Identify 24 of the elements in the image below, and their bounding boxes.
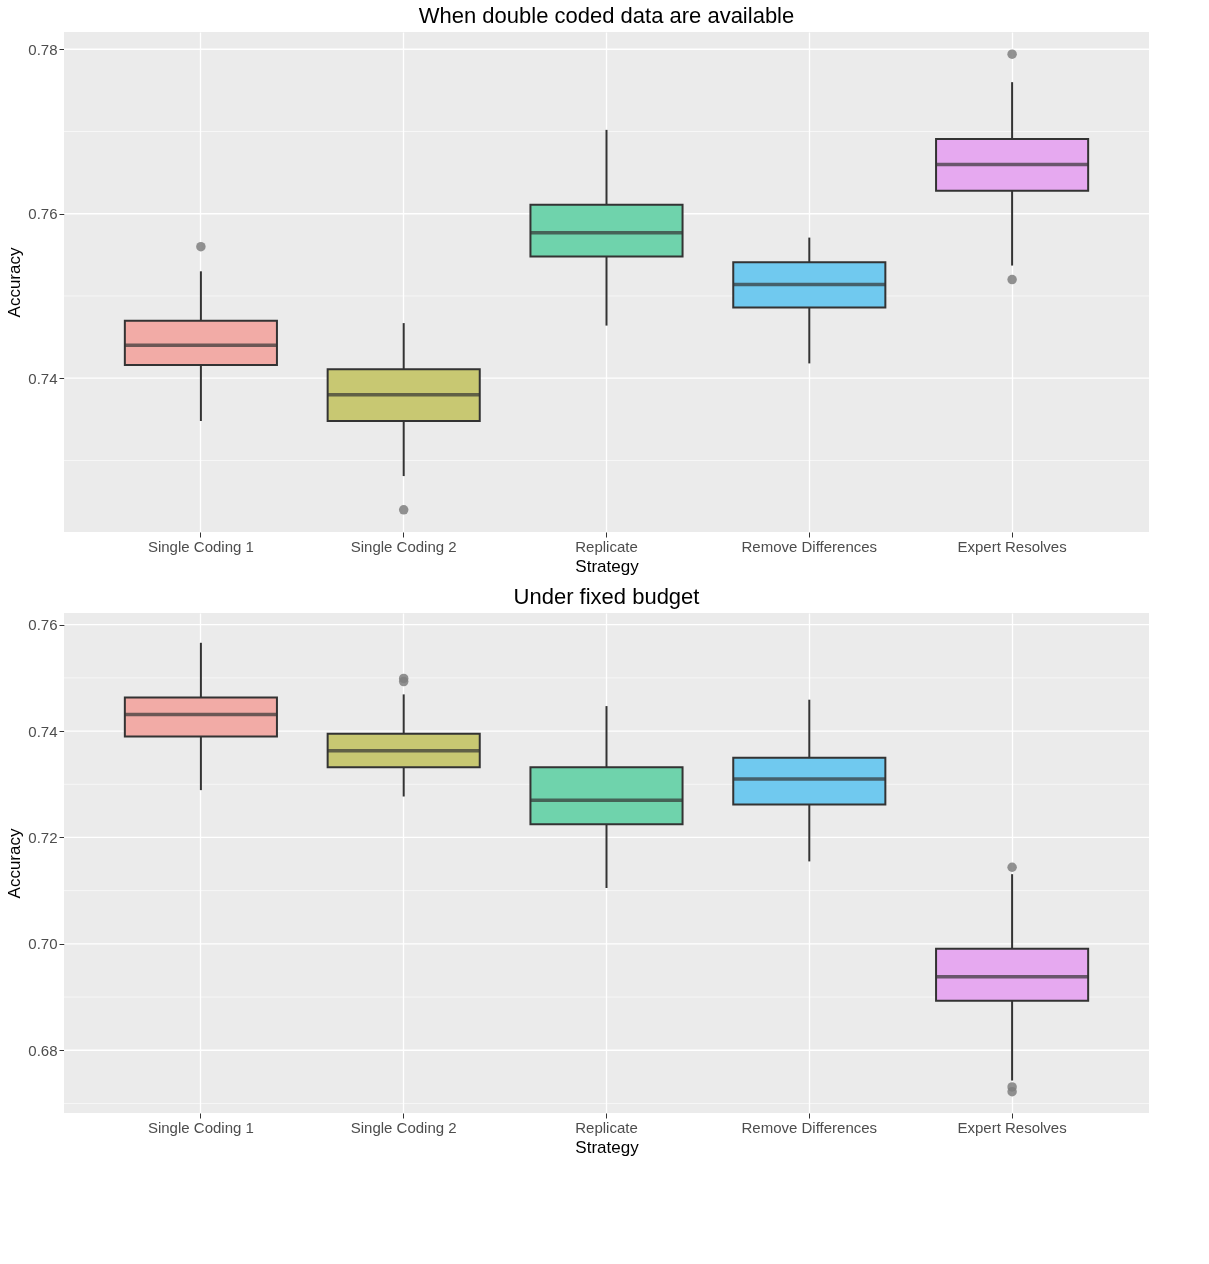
y-axis-title: Accuracy: [5, 247, 25, 318]
y-tick-label: 0.74: [28, 369, 58, 387]
y-tick-label: 0.72: [28, 828, 58, 846]
x-tick-label: Single Coding 1: [147, 1118, 254, 1136]
y-tick-label: 0.76: [28, 205, 58, 223]
y-tick-label: 0.68: [28, 1041, 58, 1059]
x-tick-label: Expert Resolves: [957, 1118, 1067, 1136]
x-tick-label: Single Coding 2: [350, 1118, 457, 1136]
x-axis-title: Strategy: [575, 1137, 640, 1157]
x-tick-label: Single Coding 1: [147, 537, 254, 555]
chart-title: When double coded data are available: [418, 3, 795, 28]
x-tick-label: Expert Resolves: [957, 537, 1067, 555]
chart-title: Under fixed budget: [513, 584, 700, 609]
y-tick-label: 0.78: [28, 40, 58, 58]
x-tick-label: Single Coding 2: [350, 537, 457, 555]
y-tick-label: 0.74: [28, 722, 58, 740]
x-tick-label: Remove Differences: [741, 1118, 878, 1136]
y-tick-label: 0.76: [28, 616, 58, 634]
y-tick-label: 0.70: [28, 935, 58, 953]
x-tick-label: Remove Differences: [741, 537, 878, 555]
x-tick-label: Replicate: [575, 1118, 638, 1136]
x-axis-title: Strategy: [575, 556, 640, 576]
y-axis-title: Accuracy: [5, 828, 25, 899]
x-tick-label: Replicate: [575, 537, 638, 555]
